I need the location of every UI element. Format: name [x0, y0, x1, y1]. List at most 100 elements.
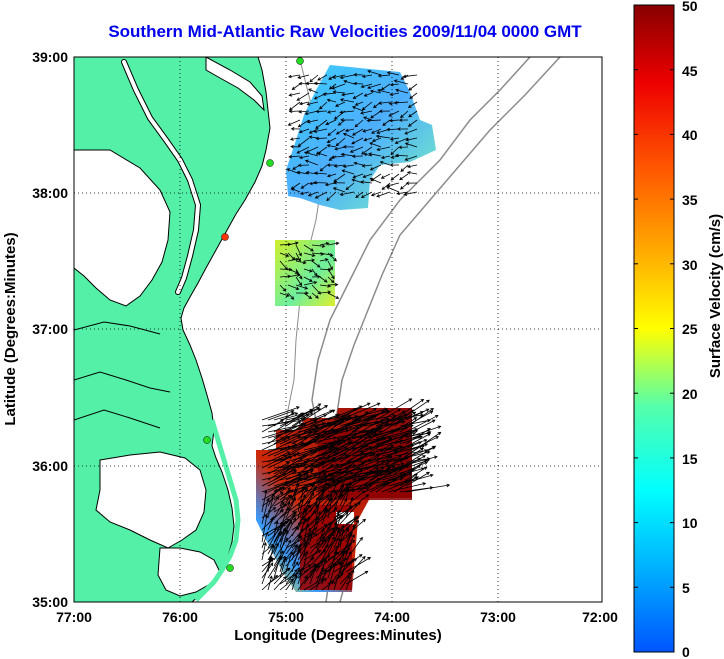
velocity-arrow [345, 569, 355, 591]
y-tick-label: 39:00 [32, 49, 68, 65]
velocity-arrow [318, 101, 328, 110]
velocity-arrow [333, 509, 341, 531]
velocity-arrow [321, 568, 328, 585]
velocity-arrow [287, 241, 299, 246]
velocity-arrow [335, 128, 346, 135]
velocity-arrow [315, 494, 330, 507]
velocity-arrow [388, 118, 400, 123]
velocity-arrow [261, 531, 269, 549]
velocity-arrow [288, 92, 301, 97]
velocity-arrow [355, 191, 364, 198]
velocity-arrow [386, 127, 400, 132]
velocity-arrow [351, 178, 364, 184]
velocity-arrow [297, 119, 310, 128]
velocity-arrow [393, 455, 426, 475]
velocity-arrow [389, 137, 400, 141]
velocity-arrow [312, 180, 328, 185]
velocity-arrow [332, 90, 346, 94]
colorbar [633, 4, 675, 653]
station-marker [226, 564, 234, 572]
velocity-arrow [370, 110, 382, 119]
colorbar-tick-label: 50 [682, 0, 698, 14]
velocity-arrow [394, 137, 409, 145]
velocity-arrow [289, 137, 301, 141]
velocity-arrow [377, 88, 391, 94]
velocity-arrow [382, 119, 391, 126]
velocity-arrow [333, 515, 342, 537]
velocity-arrow [339, 402, 381, 421]
velocity-arrow [342, 164, 355, 169]
velocity-arrow [399, 447, 425, 463]
velocity-arrow [405, 410, 434, 427]
velocity-arrow [326, 98, 337, 103]
velocity-arrow [339, 528, 345, 549]
velocity-arrow [303, 491, 315, 513]
velocity-arrow [297, 494, 306, 519]
x-tick-label: 74:00 [374, 609, 410, 625]
velocity-arrow [334, 146, 346, 151]
velocity-arrow [380, 173, 391, 179]
velocity-arrow [309, 523, 328, 537]
velocity-arrow [335, 101, 346, 107]
y-tick-label: 36:00 [32, 458, 68, 474]
velocity-arrow [295, 244, 302, 257]
velocity-arrow [388, 110, 400, 117]
velocity-arrow [327, 292, 340, 299]
velocity-arrow [297, 406, 320, 421]
y-tick-label: 38:00 [32, 185, 68, 201]
velocity-arrow [341, 92, 355, 97]
velocity-arrow [267, 409, 295, 421]
velocity-arrow [298, 155, 310, 160]
velocity-arrow [339, 550, 346, 567]
velocity-arrow [321, 509, 329, 525]
velocity-arrow [315, 136, 328, 141]
velocity-arrow [386, 186, 400, 193]
grid-lines [74, 57, 602, 602]
velocity-arrow [363, 152, 373, 157]
velocity-vectors [261, 69, 451, 591]
velocity-arrow [389, 82, 400, 87]
velocity-arrow [287, 119, 301, 126]
colorbar-tick-label: 25 [682, 321, 698, 337]
velocity-arrow [344, 128, 355, 133]
velocity-arrow [327, 282, 339, 287]
velocity-arrow [396, 127, 409, 131]
velocity-arrow [303, 516, 311, 543]
velocity-arrow [273, 412, 299, 421]
velocity-arrow [290, 187, 301, 193]
velocity-arrow [352, 173, 364, 179]
velocity-arrow [304, 159, 319, 166]
y-tick-label: 35:00 [32, 594, 68, 610]
velocity-arrow [295, 252, 301, 262]
velocity-arrow [299, 191, 310, 196]
velocity-arrow [267, 488, 278, 507]
velocity-arrow [309, 74, 319, 83]
velocity-arrow [405, 459, 428, 475]
colorbar-tick-labels: 50 45 40 35 30 25 20 15 10 5 0 [682, 0, 698, 659]
velocity-arrow [311, 260, 321, 268]
velocity-arrow [405, 428, 431, 445]
velocity-arrow [380, 155, 391, 160]
velocity-arrow [387, 413, 424, 421]
velocity-arrow [398, 118, 409, 122]
velocity-arrow [308, 128, 319, 134]
velocity-arrow [333, 476, 347, 501]
velocity-arrow [315, 510, 322, 531]
velocity-arrow [319, 276, 328, 283]
velocity-arrow [315, 566, 325, 591]
colorbar-tick-label: 30 [682, 257, 698, 273]
velocity-arrow [354, 119, 364, 128]
velocity-arrow [315, 558, 326, 573]
velocity-arrow [360, 83, 373, 89]
delaware-bay [205, 57, 265, 112]
station-marker [266, 159, 274, 167]
velocity-arrow [286, 168, 301, 175]
velocity-arrow [357, 407, 377, 421]
velocity-arrow [291, 408, 314, 421]
x-tick-label: 73:00 [480, 609, 516, 625]
velocity-arrow [299, 101, 310, 106]
velocity-arrow [399, 418, 431, 427]
velocity-arrow [285, 561, 299, 579]
velocity-arrow [261, 541, 267, 561]
velocity-arrow [404, 128, 418, 135]
